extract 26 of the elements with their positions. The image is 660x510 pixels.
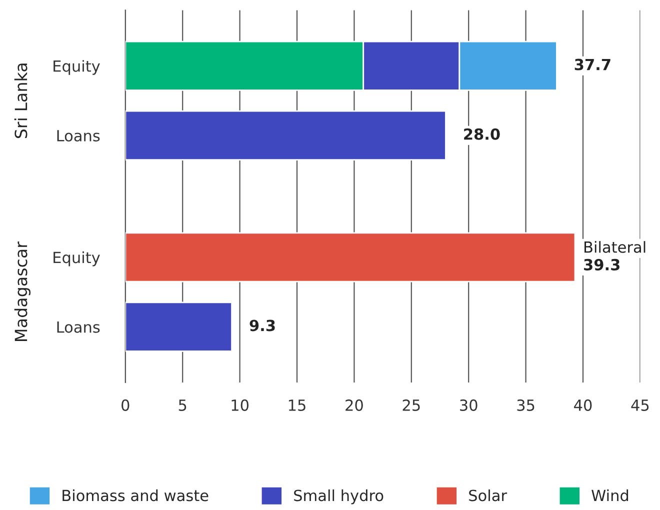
total-label: 9.3 [250,320,275,332]
x-tick-label: 5 [178,400,186,411]
x-tick-label: 20 [346,399,363,411]
y-tick-label: Equity [54,251,100,266]
bar [125,232,576,282]
legend-label: Biomass and waste [62,489,208,502]
legend-label: Solar [469,489,508,502]
x-tick-label: 25 [402,399,420,411]
total-label: 28.0 [464,128,500,140]
x-tick-label: 10 [232,399,249,411]
y-tick-label: Loans [57,321,100,333]
x-tick-label: 30 [460,399,478,411]
total-label: Bilateral 39.3 [584,241,646,270]
x-tick-label: 45 [631,400,649,411]
x-tick-label: 15 [288,400,306,411]
legend-label: Wind [592,489,628,502]
text: Madagascar [14,241,31,341]
x-tick-label: 40 [574,399,592,411]
text: Sri Lanka [14,64,28,138]
legend-label: Small hydro [294,489,384,504]
bar [125,302,232,352]
x-tick-label: 35 [517,399,534,411]
x-tick-label: 0 [122,399,130,411]
y-tick-label: Loans [57,130,100,142]
total-label: 37.7 [574,58,610,70]
y-tick-label: Equity [54,60,100,75]
